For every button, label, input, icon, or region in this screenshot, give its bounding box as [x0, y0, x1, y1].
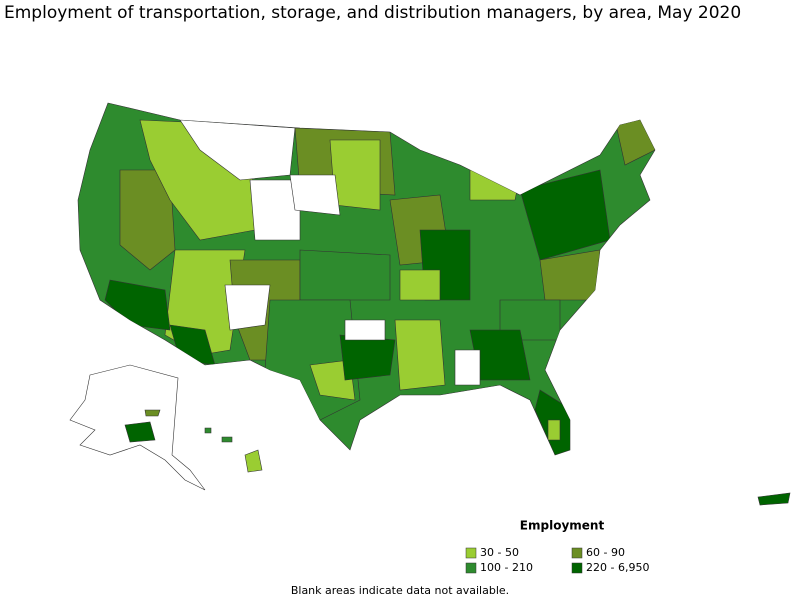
legend-swatch: [465, 562, 477, 574]
area: [547, 419, 561, 441]
area: [454, 349, 481, 386]
area: [289, 174, 341, 216]
area: [394, 319, 446, 391]
area: [204, 427, 212, 434]
legend-swatch: [571, 547, 583, 559]
area: [344, 319, 386, 341]
puerto-rico-map: [757, 492, 791, 506]
legend-swatch: [465, 547, 477, 559]
area: [299, 249, 391, 301]
area: [179, 119, 296, 181]
footnote: Blank areas indicate data not available.: [291, 584, 509, 597]
area: [124, 421, 156, 443]
hawaii-map: [204, 427, 263, 473]
area: [144, 409, 161, 417]
legend-label: 30 - 50: [480, 546, 519, 559]
area: [339, 334, 396, 381]
legend-title: Employment: [520, 519, 605, 533]
area: [399, 269, 441, 301]
legend-label: 220 - 6,950: [586, 561, 649, 574]
map-title: Employment of transportation, storage, a…: [4, 3, 741, 23]
legend: 30 - 50 60 - 90 100 - 210 220 - 6,950: [465, 546, 649, 574]
area: [224, 284, 271, 331]
area: [244, 449, 263, 473]
lower-48-map: [77, 102, 656, 456]
legend-label: 100 - 210: [480, 561, 533, 574]
legend-swatch: [571, 562, 583, 574]
area: [104, 279, 171, 331]
legend-label: 60 - 90: [586, 546, 625, 559]
alaska-map: [69, 364, 206, 491]
area: [469, 169, 521, 201]
area: [221, 436, 233, 443]
area: [249, 179, 301, 241]
